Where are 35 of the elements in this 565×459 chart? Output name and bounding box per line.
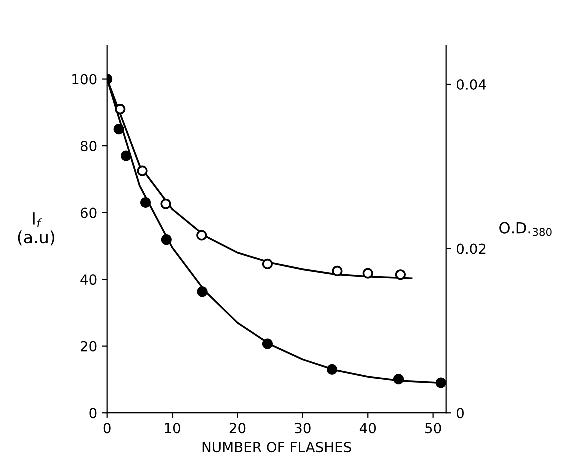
y-tick-label: 20 [80,341,97,352]
x-tick-label: 50 [426,423,442,434]
x-tick-label: 0 [104,423,111,434]
point [114,124,124,135]
point [395,270,406,280]
y-tick-label: 80 [80,141,97,152]
y-axis-title: I$_{f}$ (a.u) [18,212,55,246]
point [326,364,338,375]
x-tick-label: 40 [360,423,376,434]
x-tick-label: 10 [165,423,180,434]
y2-axis-title: O.D.$_{380}$ [500,222,552,236]
point [140,197,152,208]
point [262,258,274,270]
point [436,378,446,388]
point [393,374,404,385]
x-tick-label: 20 [230,423,246,434]
y-tick-label: 40 [80,274,97,286]
point [120,150,132,162]
point [262,338,274,350]
point [115,104,126,115]
point [160,198,172,210]
y2-tick-label: 0.04 [456,79,486,90]
point [161,234,172,246]
y2-tick-label: 0.02 [456,244,486,254]
x-axis-title: NUMBER OF FLASHES [202,442,352,453]
point [362,268,374,279]
point [196,230,208,241]
x-tick-label: 30 [295,423,311,434]
y-tick-label: 60 [80,208,97,218]
point [137,166,148,176]
point [332,266,343,277]
y-tick-label: 100 [72,74,97,85]
point [197,286,208,298]
y2-tick-label: 0 [456,408,464,419]
y-tick-label: 0 [90,408,97,419]
